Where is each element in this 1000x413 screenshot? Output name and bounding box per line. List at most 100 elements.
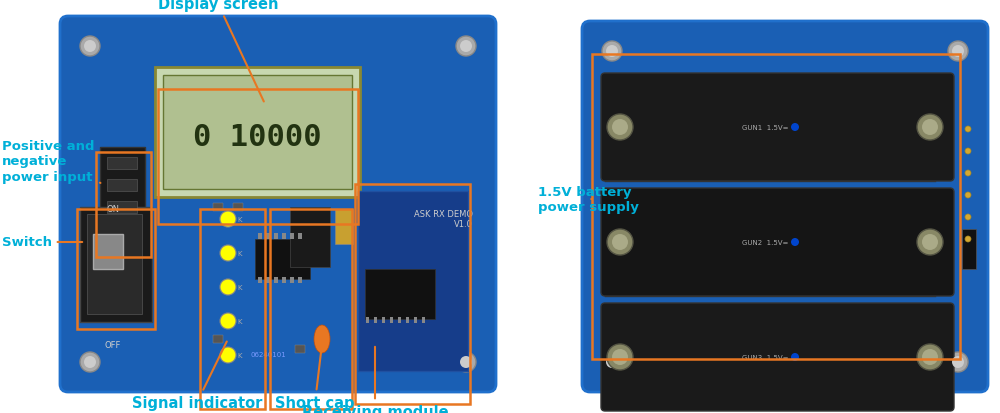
- Bar: [255, 240, 310, 279]
- Ellipse shape: [965, 171, 971, 177]
- Bar: [414, 317, 417, 323]
- Bar: [107, 202, 137, 214]
- Bar: [355, 185, 470, 404]
- Bar: [274, 233, 278, 240]
- Ellipse shape: [602, 352, 622, 372]
- Bar: [270, 209, 352, 409]
- Bar: [406, 317, 409, 323]
- Bar: [87, 214, 142, 314]
- Text: OFF: OFF: [105, 339, 121, 349]
- Ellipse shape: [607, 230, 633, 255]
- Ellipse shape: [602, 42, 622, 62]
- Ellipse shape: [460, 356, 472, 368]
- Text: K: K: [237, 352, 242, 358]
- Ellipse shape: [948, 42, 968, 62]
- Ellipse shape: [965, 214, 971, 221]
- Ellipse shape: [952, 46, 964, 58]
- Bar: [398, 317, 401, 323]
- Text: 1.5V battery
power supply: 1.5V battery power supply: [538, 185, 639, 214]
- Bar: [107, 180, 137, 192]
- FancyBboxPatch shape: [601, 189, 954, 296]
- Ellipse shape: [220, 245, 236, 261]
- Ellipse shape: [917, 115, 943, 141]
- Ellipse shape: [84, 41, 96, 53]
- Bar: [962, 230, 976, 269]
- Bar: [290, 233, 294, 240]
- Bar: [290, 277, 294, 283]
- Ellipse shape: [220, 211, 236, 228]
- Text: Receiving module: Receiving module: [302, 347, 448, 413]
- Ellipse shape: [612, 120, 628, 136]
- Bar: [358, 192, 468, 371]
- Bar: [77, 209, 155, 329]
- Bar: [158, 90, 358, 224]
- Ellipse shape: [791, 124, 799, 132]
- Bar: [163, 76, 352, 190]
- Bar: [290, 207, 330, 267]
- Bar: [282, 277, 286, 283]
- Text: GUN2  1.5V=: GUN2 1.5V=: [742, 240, 788, 245]
- Bar: [96, 153, 151, 257]
- Bar: [258, 277, 262, 283]
- Bar: [282, 233, 286, 240]
- Bar: [100, 147, 145, 247]
- Text: K: K: [237, 284, 242, 290]
- Bar: [107, 158, 137, 170]
- Ellipse shape: [922, 349, 938, 365]
- Ellipse shape: [791, 353, 799, 361]
- Bar: [155, 68, 360, 197]
- Ellipse shape: [456, 352, 476, 372]
- Bar: [266, 277, 270, 283]
- Ellipse shape: [965, 192, 971, 199]
- Ellipse shape: [607, 115, 633, 141]
- Ellipse shape: [612, 235, 628, 250]
- Ellipse shape: [791, 238, 799, 247]
- Bar: [422, 317, 425, 323]
- Bar: [200, 209, 265, 409]
- Bar: [592, 55, 960, 359]
- FancyBboxPatch shape: [60, 17, 496, 392]
- Text: 06240101: 06240101: [250, 351, 286, 357]
- Bar: [266, 233, 270, 240]
- Ellipse shape: [456, 37, 476, 57]
- Bar: [80, 207, 152, 322]
- Ellipse shape: [922, 120, 938, 136]
- Ellipse shape: [917, 344, 943, 370]
- FancyBboxPatch shape: [582, 22, 988, 392]
- Ellipse shape: [965, 149, 971, 154]
- Ellipse shape: [80, 37, 100, 57]
- Text: ON: ON: [106, 205, 120, 214]
- Text: K: K: [237, 216, 242, 223]
- Bar: [390, 317, 393, 323]
- FancyBboxPatch shape: [601, 303, 954, 411]
- Bar: [298, 233, 302, 240]
- Bar: [93, 235, 123, 269]
- Ellipse shape: [220, 347, 236, 363]
- Ellipse shape: [80, 352, 100, 372]
- Bar: [274, 277, 278, 283]
- Ellipse shape: [84, 356, 96, 368]
- Text: Switch: Switch: [2, 236, 82, 249]
- Bar: [366, 317, 369, 323]
- Ellipse shape: [965, 236, 971, 242]
- Bar: [107, 223, 137, 235]
- Text: Display screen: Display screen: [158, 0, 278, 102]
- Ellipse shape: [952, 356, 964, 368]
- Text: ASK RX DEMO
V1.0: ASK RX DEMO V1.0: [414, 209, 473, 229]
- Ellipse shape: [220, 279, 236, 295]
- Text: GUN1  1.5V=: GUN1 1.5V=: [742, 125, 788, 131]
- Bar: [233, 204, 243, 211]
- Bar: [213, 204, 223, 211]
- Bar: [365, 269, 435, 319]
- Ellipse shape: [917, 230, 943, 255]
- Ellipse shape: [922, 235, 938, 250]
- Bar: [213, 335, 223, 343]
- Bar: [382, 317, 385, 323]
- Ellipse shape: [612, 349, 628, 365]
- Bar: [374, 317, 377, 323]
- Bar: [298, 277, 302, 283]
- Text: K: K: [237, 318, 242, 324]
- Text: Positive and
negative
power input: Positive and negative power input: [2, 140, 100, 183]
- Ellipse shape: [607, 344, 633, 370]
- Text: Signal indicator: Signal indicator: [132, 342, 262, 410]
